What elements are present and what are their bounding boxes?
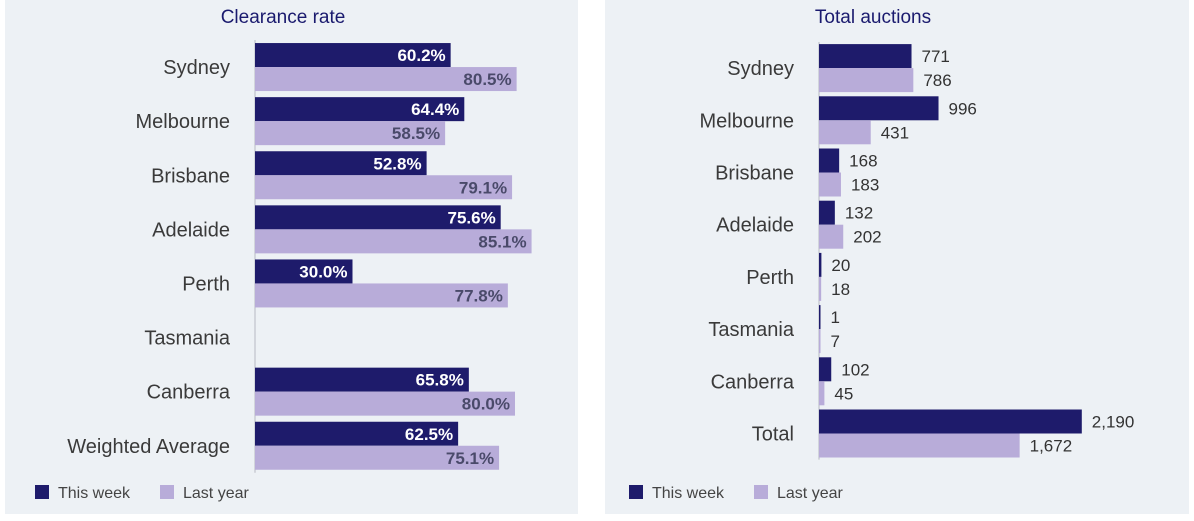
data-label: 786 [923, 71, 951, 90]
this-week-bar [255, 421, 459, 446]
category-label: Perth [746, 267, 794, 289]
category-label: Adelaide [716, 215, 794, 237]
data-label: 79.1% [459, 178, 507, 197]
last-year-bar [255, 175, 513, 200]
category-label: Tasmania [708, 319, 794, 341]
data-label: 58.5% [392, 124, 440, 143]
category-label: Adelaide [152, 219, 230, 241]
clearance-rate-panel: Clearance rate Sydney 60.2% 80.5% Melbourne 6… [5, 0, 578, 514]
legend-swatch [35, 485, 49, 499]
category-label: Brisbane [151, 165, 230, 187]
this-week-bar [255, 97, 465, 122]
this-week-bar [819, 44, 912, 69]
auctions-title: Total auctions [815, 7, 931, 28]
data-label: 20 [831, 256, 850, 275]
this-week-bar [819, 357, 832, 382]
this-week-bar [819, 252, 822, 277]
category-label: Canberra [147, 382, 231, 404]
last-year-bar [255, 229, 532, 254]
category-label: Perth [182, 273, 230, 295]
data-label: 85.1% [478, 232, 526, 251]
last-year-bar [819, 224, 844, 249]
last-year-bar [255, 283, 508, 308]
last-year-bar [819, 68, 914, 93]
category-label: Tasmania [144, 328, 230, 350]
last-year-bar [255, 67, 517, 92]
category-label: Canberra [711, 371, 795, 393]
category-label: Brisbane [715, 163, 794, 185]
legend-label: Last year [777, 485, 843, 502]
category-label: Melbourne [135, 111, 230, 133]
last-year-bar [819, 329, 821, 354]
category-label: Melbourne [699, 110, 794, 132]
data-label: 62.5% [405, 425, 453, 444]
data-label: 2,190 [1092, 413, 1135, 432]
data-label: 75.1% [446, 449, 494, 468]
legend-swatch [629, 485, 643, 499]
legend-label: Last year [183, 485, 249, 502]
this-week-bar [819, 200, 835, 225]
last-year-bar [255, 121, 446, 146]
this-week-bar [255, 367, 469, 392]
data-label: 7 [831, 332, 840, 351]
data-label: 1,672 [1030, 437, 1073, 456]
data-label: 431 [881, 123, 909, 142]
clearance-title: Clearance rate [221, 7, 346, 28]
clearance-rate-chart: Clearance rate Sydney 60.2% 80.5% Melbourne 6… [35, 7, 532, 502]
data-label: 75.6% [447, 208, 495, 227]
data-label: 996 [949, 99, 977, 118]
data-label: 30.0% [299, 262, 347, 281]
total-auctions-chart: Total auctions Sydney 771 786 Melbourne 996 43… [629, 7, 1135, 502]
data-label: 77.8% [455, 286, 503, 305]
category-label: Total [752, 424, 794, 446]
this-week-bar [819, 148, 840, 173]
last-year-bar [819, 120, 871, 145]
data-label: 80.0% [462, 395, 510, 414]
this-week-bar [255, 43, 451, 68]
category-label: Weighted Average [67, 436, 230, 458]
last-year-bar [819, 381, 825, 406]
last-year-bar [819, 172, 841, 197]
this-week-bar [819, 305, 821, 330]
category-label: Sydney [727, 58, 794, 80]
data-label: 18 [831, 280, 850, 299]
last-year-bar [255, 445, 500, 470]
legend-swatch [754, 485, 768, 499]
this-week-bar [255, 151, 427, 176]
data-label: 45 [834, 384, 853, 403]
data-label: 183 [851, 176, 879, 195]
this-week-bar [819, 409, 1082, 434]
data-label: 52.8% [373, 154, 421, 173]
legend-label: This week [652, 485, 725, 502]
data-label: 132 [845, 204, 873, 223]
data-label: 771 [922, 47, 950, 66]
this-week-bar [819, 96, 939, 121]
category-label: Sydney [163, 57, 230, 79]
last-year-bar [819, 433, 1020, 458]
data-label: 168 [849, 152, 877, 171]
last-year-bar [255, 391, 515, 416]
data-label: 65.8% [416, 371, 464, 390]
legend-swatch [160, 485, 174, 499]
data-label: 80.5% [463, 70, 511, 89]
this-week-bar [255, 259, 353, 284]
data-label: 1 [831, 308, 840, 327]
data-label: 102 [841, 360, 869, 379]
data-label: 64.4% [411, 100, 459, 119]
data-label: 202 [853, 228, 881, 247]
data-label: 60.2% [397, 46, 445, 65]
this-week-bar [255, 205, 501, 230]
total-auctions-panel: Total auctions Sydney 771 786 Melbourne 996 43… [605, 0, 1189, 514]
last-year-bar [819, 276, 822, 301]
legend-label: This week [58, 485, 131, 502]
